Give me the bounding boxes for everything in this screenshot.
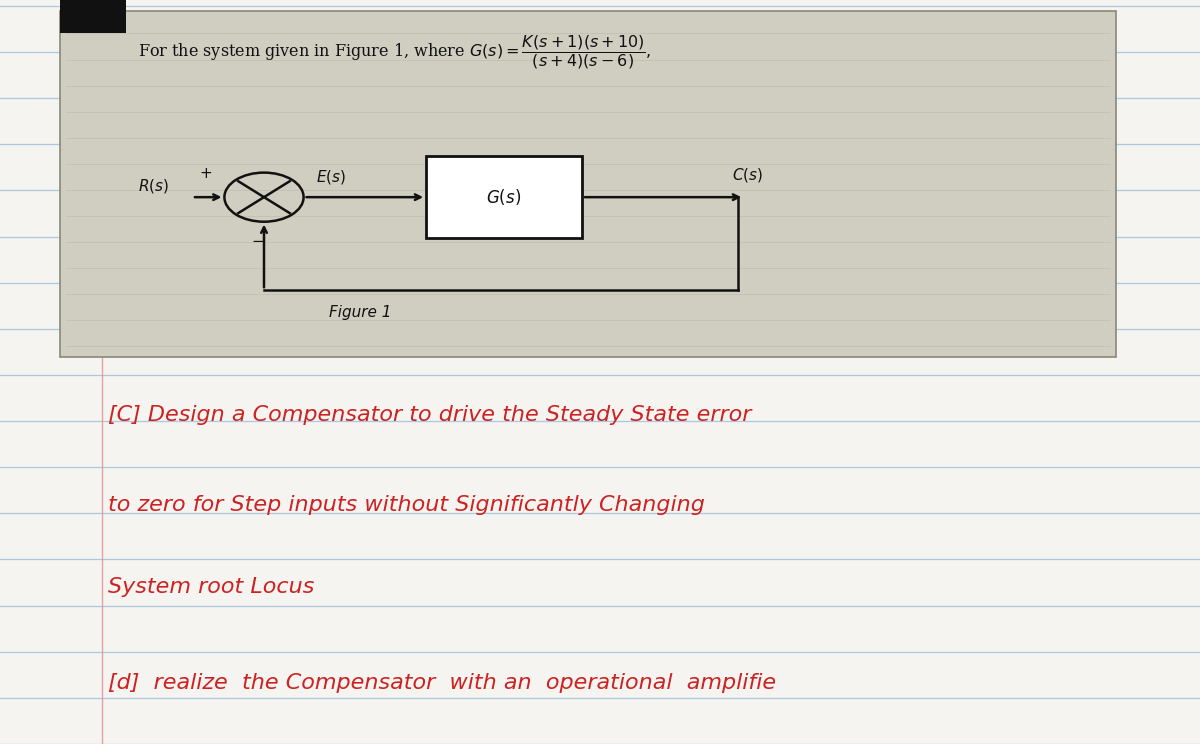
Text: +: + xyxy=(199,166,212,181)
Text: $C(s)$: $C(s)$ xyxy=(732,166,763,184)
Text: to zero for Step inputs without Significantly Changing: to zero for Step inputs without Signific… xyxy=(108,495,704,515)
Bar xyxy=(60,0,126,33)
Bar xyxy=(426,156,582,238)
Text: [d]  realize  the Compensator  with an  operational  amplifie: [d] realize the Compensator with an oper… xyxy=(108,673,776,693)
Text: $R(s)$: $R(s)$ xyxy=(138,177,169,195)
Text: System root Locus: System root Locus xyxy=(108,577,314,597)
Text: [C] Design a Compensator to drive the Steady State error: [C] Design a Compensator to drive the St… xyxy=(108,405,751,426)
Text: For the system given in Figure 1, where $G(s) = \dfrac{K(s+1)(s+10)}{(s+4)(s-6)}: For the system given in Figure 1, where … xyxy=(138,33,652,71)
Text: $G(s)$: $G(s)$ xyxy=(486,187,522,207)
Bar xyxy=(60,11,1116,357)
Text: Figure 1: Figure 1 xyxy=(329,305,391,320)
Text: $E(s)$: $E(s)$ xyxy=(316,168,346,186)
Text: $-$: $-$ xyxy=(252,233,264,247)
